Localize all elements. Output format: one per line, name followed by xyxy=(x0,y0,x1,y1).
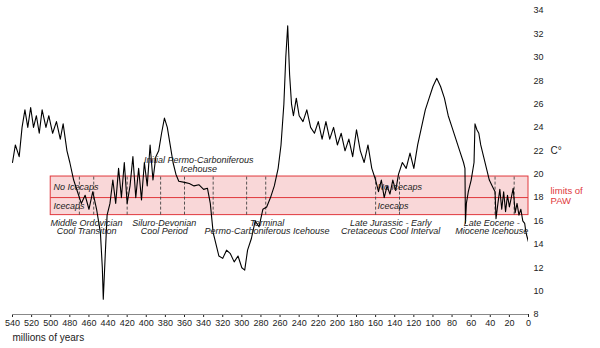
svg-text:No Icecaps: No Icecaps xyxy=(54,182,100,192)
svg-text:360: 360 xyxy=(177,318,192,328)
svg-text:28: 28 xyxy=(534,76,544,86)
svg-text:TerminalPermo-Carboniferous Ic: TerminalPermo-Carboniferous Icehouse xyxy=(205,218,330,237)
svg-text:30: 30 xyxy=(534,52,544,62)
svg-text:60: 60 xyxy=(466,318,476,328)
svg-text:0: 0 xyxy=(526,318,531,328)
svg-text:Siluro-DevonianCool Period: Siluro-DevonianCool Period xyxy=(132,218,196,237)
svg-text:220: 220 xyxy=(311,318,326,328)
svg-text:80: 80 xyxy=(447,318,457,328)
svg-text:10: 10 xyxy=(534,286,544,296)
svg-text:40: 40 xyxy=(485,318,495,328)
svg-text:8: 8 xyxy=(534,309,539,319)
svg-text:320: 320 xyxy=(215,318,230,328)
svg-text:540: 540 xyxy=(5,318,20,328)
svg-text:18: 18 xyxy=(534,192,544,202)
svg-text:440: 440 xyxy=(101,318,116,328)
svg-text:100: 100 xyxy=(425,318,440,328)
svg-text:C°: C° xyxy=(551,145,562,156)
svg-text:380: 380 xyxy=(158,318,173,328)
svg-text:14: 14 xyxy=(534,239,544,249)
svg-text:millions of years: millions of years xyxy=(13,332,85,343)
svg-text:300: 300 xyxy=(234,318,249,328)
svg-text:Late Jurassic - EarlyCretaceou: Late Jurassic - EarlyCretaceous Cool Int… xyxy=(341,218,441,237)
svg-text:32: 32 xyxy=(534,29,544,39)
svg-text:Initial Permo-CarboniferousIce: Initial Permo-CarboniferousIcehouse xyxy=(144,155,254,174)
svg-text:34: 34 xyxy=(534,5,544,15)
svg-text:12: 12 xyxy=(534,263,544,273)
svg-text:limits ofPAW: limits ofPAW xyxy=(551,185,584,206)
svg-text:240: 240 xyxy=(292,318,307,328)
svg-text:420: 420 xyxy=(120,318,135,328)
svg-text:Icecaps: Icecaps xyxy=(54,201,86,211)
svg-text:520: 520 xyxy=(24,318,39,328)
svg-text:160: 160 xyxy=(368,318,383,328)
svg-text:260: 260 xyxy=(273,318,288,328)
svg-text:140: 140 xyxy=(387,318,402,328)
svg-text:No icecaps: No icecaps xyxy=(378,182,423,192)
svg-text:500: 500 xyxy=(43,318,58,328)
svg-text:22: 22 xyxy=(534,146,544,156)
svg-text:460: 460 xyxy=(81,318,96,328)
svg-text:20: 20 xyxy=(504,318,514,328)
svg-text:24: 24 xyxy=(534,122,544,132)
svg-text:180: 180 xyxy=(349,318,364,328)
svg-text:480: 480 xyxy=(62,318,77,328)
svg-text:20: 20 xyxy=(534,169,544,179)
svg-text:280: 280 xyxy=(253,318,268,328)
svg-text:Icecaps: Icecaps xyxy=(378,201,410,211)
svg-text:400: 400 xyxy=(139,318,154,328)
svg-text:200: 200 xyxy=(330,318,345,328)
svg-text:Late Eocene -Miocene Icehouse: Late Eocene -Miocene Icehouse xyxy=(455,218,528,237)
svg-text:340: 340 xyxy=(196,318,211,328)
svg-text:16: 16 xyxy=(534,216,544,226)
svg-text:120: 120 xyxy=(406,318,421,328)
svg-text:Middle OrdovicianCool Transiti: Middle OrdovicianCool Transition xyxy=(51,218,123,237)
svg-text:26: 26 xyxy=(534,99,544,109)
